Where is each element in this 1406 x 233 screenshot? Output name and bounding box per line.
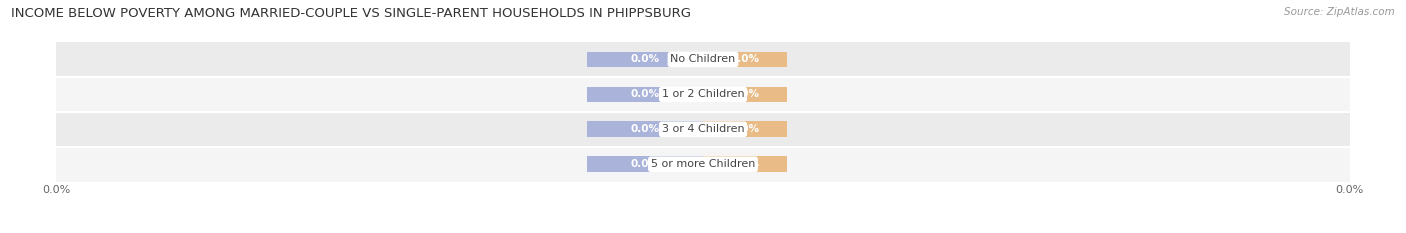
Bar — [586, 156, 703, 172]
Text: 0.0%: 0.0% — [630, 89, 659, 99]
Bar — [56, 77, 1350, 112]
Text: 0.0%: 0.0% — [630, 159, 659, 169]
Text: 5 or more Children: 5 or more Children — [651, 159, 755, 169]
Bar — [586, 121, 703, 137]
Text: 0.0%: 0.0% — [731, 124, 759, 134]
Text: 0.0%: 0.0% — [731, 89, 759, 99]
Text: 0.0%: 0.0% — [731, 55, 759, 64]
Text: 0.0%: 0.0% — [731, 159, 759, 169]
Bar — [56, 147, 1350, 182]
Bar — [703, 86, 787, 102]
Text: No Children: No Children — [671, 55, 735, 64]
Text: Source: ZipAtlas.com: Source: ZipAtlas.com — [1284, 7, 1395, 17]
Bar — [703, 121, 787, 137]
Bar — [703, 51, 787, 67]
Text: 3 or 4 Children: 3 or 4 Children — [662, 124, 744, 134]
Text: INCOME BELOW POVERTY AMONG MARRIED-COUPLE VS SINGLE-PARENT HOUSEHOLDS IN PHIPPSB: INCOME BELOW POVERTY AMONG MARRIED-COUPL… — [11, 7, 692, 20]
Bar — [586, 86, 703, 102]
Text: 1 or 2 Children: 1 or 2 Children — [662, 89, 744, 99]
Bar — [56, 112, 1350, 147]
Bar — [56, 42, 1350, 77]
Text: 0.0%: 0.0% — [630, 124, 659, 134]
Bar — [586, 51, 703, 67]
Text: 0.0%: 0.0% — [630, 55, 659, 64]
Bar — [703, 156, 787, 172]
